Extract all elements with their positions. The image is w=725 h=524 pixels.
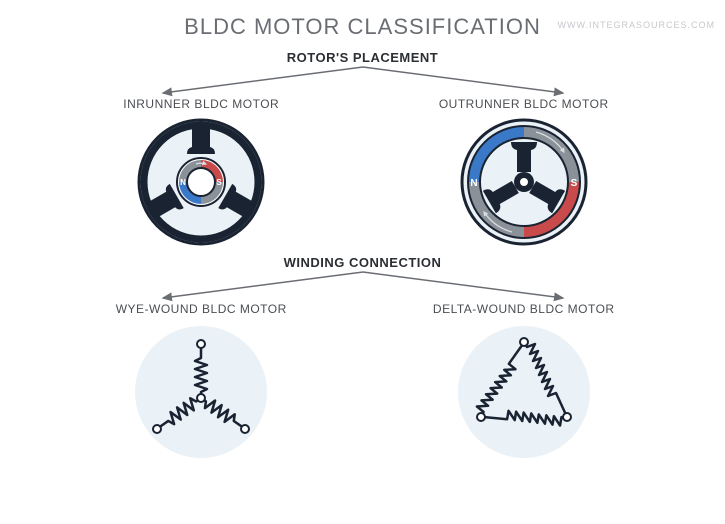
- cell-inrunner: INRUNNER BLDC MOTOR: [61, 97, 341, 247]
- row-windings: WYE-WOUND BLDC MOTOR DELTA-WOUND BLDC MO…: [0, 302, 725, 462]
- cell-outrunner: OUTRUNNER BLDC MOTOR N S: [384, 97, 664, 247]
- s-label-in: S: [217, 178, 223, 187]
- inrunner-diagram: N S: [136, 117, 266, 247]
- branch-arrows-1: [83, 65, 643, 97]
- label-inrunner: INRUNNER BLDC MOTOR: [61, 97, 341, 111]
- cell-delta: DELTA-WOUND BLDC MOTOR: [384, 302, 664, 462]
- outrunner-diagram: N S: [459, 117, 589, 247]
- s-label-out: S: [570, 178, 577, 189]
- label-wye: WYE-WOUND BLDC MOTOR: [61, 302, 341, 316]
- wye-diagram: [131, 322, 271, 462]
- n-label-in: N: [180, 178, 186, 187]
- n-label-out: N: [470, 178, 477, 189]
- section-winding-heading: WINDING CONNECTION: [0, 255, 725, 270]
- cell-wye: WYE-WOUND BLDC MOTOR: [61, 302, 341, 462]
- branch-arrows-2: [83, 270, 643, 302]
- section-rotor-heading: ROTOR'S PLACEMENT: [0, 50, 725, 65]
- label-outrunner: OUTRUNNER BLDC MOTOR: [384, 97, 664, 111]
- watermark: WWW.INTEGRASOURCES.COM: [558, 20, 716, 30]
- row-motors: INRUNNER BLDC MOTOR: [0, 97, 725, 247]
- delta-diagram: [454, 322, 594, 462]
- label-delta: DELTA-WOUND BLDC MOTOR: [384, 302, 664, 316]
